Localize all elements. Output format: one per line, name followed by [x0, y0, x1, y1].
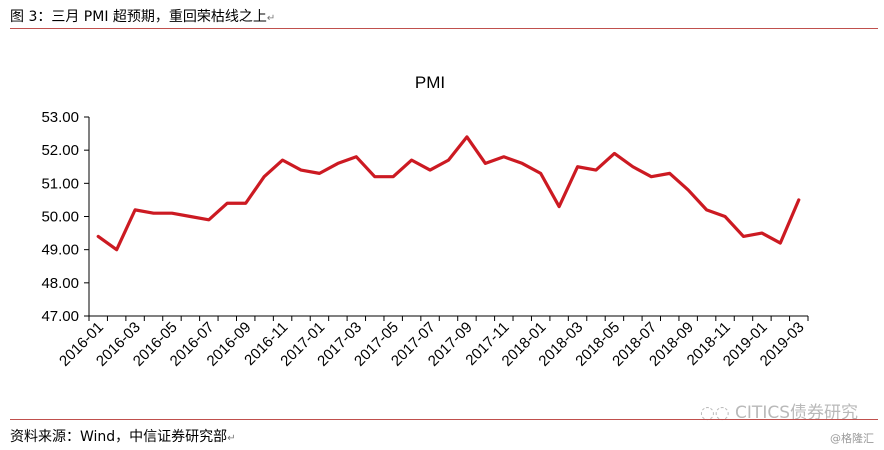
source-note: 资料来源：Wind，中信证券研究部↵ — [10, 429, 236, 445]
x-axis: 2016-012016-032016-052016-072016-092016-… — [56, 315, 809, 370]
y-tick-label: 52.00 — [41, 142, 79, 159]
pmi-series-line — [96, 135, 801, 252]
y-tick-label: 51.00 — [41, 175, 79, 192]
y-tick-label: 50.00 — [41, 209, 79, 226]
y-tick-label: 49.00 — [41, 242, 79, 259]
figure-caption: 图 3：三月 PMI 超预期，重回荣枯线之上↵ — [10, 9, 276, 25]
chart-title: PMI — [415, 73, 445, 92]
y-tick-label: 47.00 — [41, 308, 79, 325]
pmi-line-chart: PMI 47.0048.0049.0050.0051.0052.0053.00 … — [41, 73, 809, 370]
y-axis: 47.00 48.00 49.00 50.00 51.00 52.00 53.00 — [41, 109, 90, 325]
y-tick-label: 53.00 — [41, 109, 79, 126]
top-divider — [10, 28, 878, 29]
wechat-icon: ◌◌ — [699, 403, 730, 423]
watermark-handle: @格隆汇 — [830, 432, 874, 445]
watermark: ◌◌ CITICS债券研究 — [699, 403, 858, 423]
y-tick-label: 48.00 — [41, 275, 79, 292]
bottom-divider — [10, 419, 878, 420]
plot-area — [96, 135, 801, 252]
